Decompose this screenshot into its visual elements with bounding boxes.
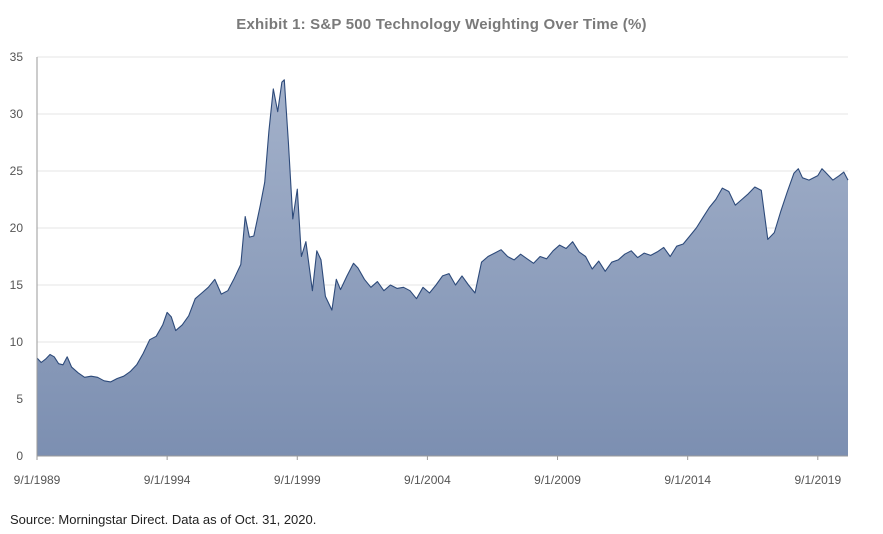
x-tick-label: 9/1/2014	[664, 473, 711, 487]
y-tick-label: 0	[16, 449, 23, 463]
y-tick-label: 15	[10, 278, 24, 292]
series-line	[36, 79, 849, 383]
x-tick-label: 9/1/1994	[144, 473, 191, 487]
x-tick-label: 9/1/2019	[794, 473, 841, 487]
y-tick-label: 30	[10, 107, 24, 121]
area-fill	[37, 79, 848, 457]
y-tick-label: 35	[10, 50, 24, 64]
x-tick-label: 9/1/1999	[274, 473, 321, 487]
y-tick-label: 5	[16, 392, 23, 406]
y-tick-label: 10	[10, 335, 24, 349]
x-tick-labels: 9/1/1989 9/1/1994 9/1/1999 9/1/2004 9/1/2009…	[14, 473, 842, 487]
axes	[36, 57, 848, 460]
x-tick-label: 9/1/2004	[404, 473, 451, 487]
chart-title: Exhibit 1: S&P 500 Technology Weighting …	[236, 16, 647, 33]
y-tick-label: 20	[10, 221, 24, 235]
area-series	[36, 79, 849, 457]
y-tick-labels: 0 5 10 15 20 25 30 35	[10, 50, 24, 463]
source-note: Source: Morningstar Direct. Data as of O…	[10, 512, 317, 527]
y-tick-label: 25	[10, 164, 24, 178]
x-tick-label: 9/1/1989	[14, 473, 61, 487]
x-tick-label: 9/1/2009	[534, 473, 581, 487]
